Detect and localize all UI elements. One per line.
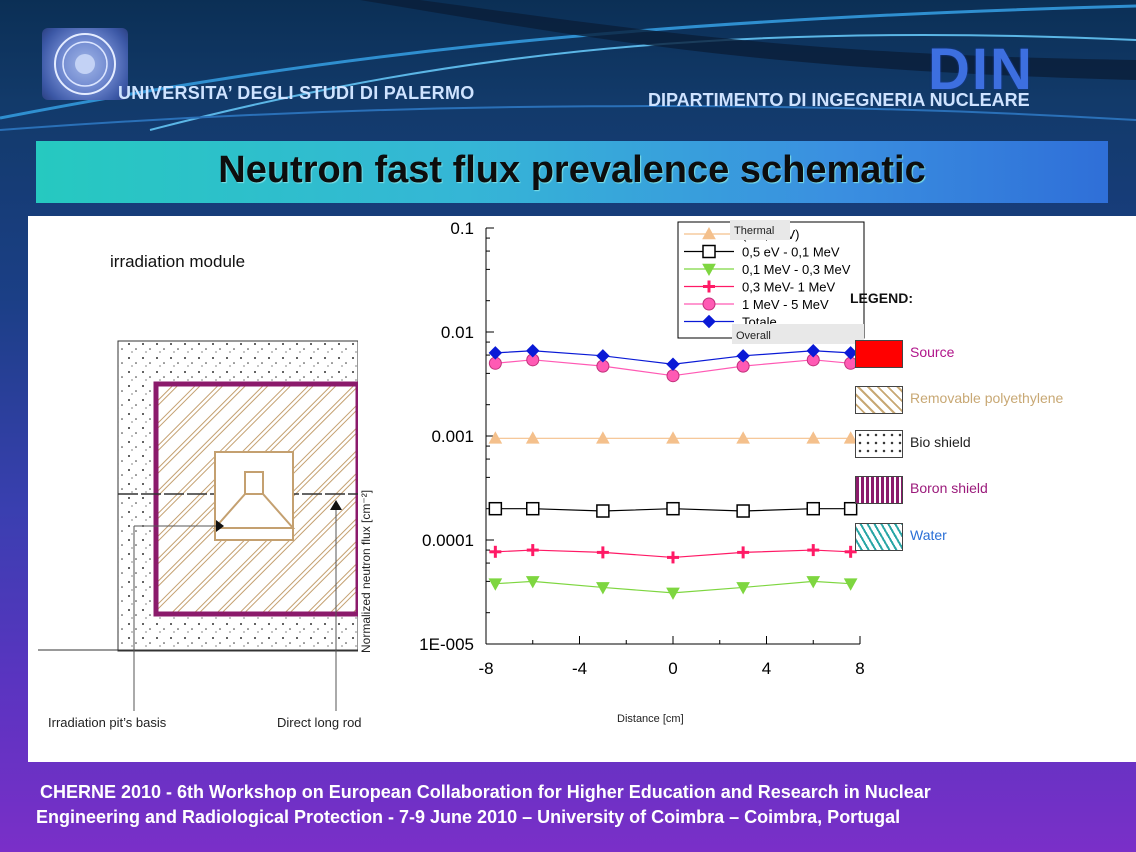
y-tick-label: 1E-005: [419, 635, 474, 654]
y-tick-label: 0.01: [441, 323, 474, 342]
data-point: [526, 501, 540, 516]
data-point: [736, 349, 750, 363]
legend-label: 0,1 MeV - 0,3 MeV: [742, 262, 851, 277]
pit-label: Irradiation pit’s basis: [48, 715, 167, 730]
data-point: [488, 431, 503, 444]
legend-marker: [702, 314, 716, 329]
module-label: irradiation module: [110, 252, 246, 271]
x-axis-label: Distance [cm]: [617, 713, 684, 725]
series-5: [488, 344, 858, 371]
data-point: [843, 578, 858, 591]
legend-marker: [702, 244, 716, 259]
y-tick-label: 0.001: [431, 427, 474, 446]
data-point: [806, 431, 821, 444]
data-point: [737, 546, 750, 559]
legend-swatch-bio-shield: [855, 430, 903, 458]
legend-label: 0,5 eV - 0,1 MeV: [742, 245, 840, 260]
slide-title: Neutron fast flux prevalence schematic: [218, 149, 926, 191]
data-point: [666, 369, 680, 383]
data-point: [489, 545, 502, 558]
overall-overlay: [732, 324, 864, 344]
series-1: [488, 501, 858, 518]
rod-label: Direct long rod: [277, 715, 362, 730]
data-point: [666, 501, 680, 516]
legend-label: 1 MeV - 5 MeV: [742, 297, 829, 312]
y-tick-label: 0.0001: [422, 531, 474, 550]
data-point: [525, 431, 540, 444]
x-tick-label: 0: [668, 659, 677, 678]
data-point: [488, 501, 503, 516]
header-swoosh: [0, 0, 1136, 131]
data-point: [526, 344, 540, 358]
content-panel: irradiation module Irradiation pit’s bas…: [28, 216, 1136, 762]
data-point: [806, 501, 820, 516]
legend-swatch-source: [855, 340, 903, 368]
data-point: [843, 501, 858, 516]
legend-swatch-boron-shield: [855, 476, 903, 504]
data-point: [736, 582, 750, 595]
data-point: [525, 576, 540, 589]
legend-label-boron-shield: Boron shield: [910, 480, 988, 496]
data-point: [666, 587, 680, 600]
din-logo: DIN: [928, 37, 1034, 102]
data-point: [806, 344, 820, 358]
data-point: [596, 431, 610, 444]
overall-label: Overall: [736, 330, 771, 342]
chart-axes: 1E-005 0.0001 0.001 0.01 0.1 -8 -4 0 4 8: [419, 219, 865, 678]
x-tick-label: 4: [762, 659, 771, 678]
legend-marker: [702, 226, 716, 240]
data-point: [843, 431, 858, 444]
data-point: [843, 346, 858, 360]
legend-label-water: Water: [910, 527, 947, 543]
legend-label-bio-shield: Bio shield: [910, 434, 971, 450]
legend-label-removable-polyethylene: Removable polyethylene: [910, 390, 1064, 406]
thermal-label: Thermal: [734, 225, 774, 237]
series-3: [489, 544, 857, 564]
data-point: [596, 546, 609, 559]
data-point: [596, 504, 610, 518]
y-tick-label: 0.1: [450, 219, 474, 238]
university-seal: [42, 28, 128, 100]
data-point: [488, 578, 503, 591]
legend-label: 0,3 MeV- 1 MeV: [742, 280, 836, 295]
material-legend-title: LEGEND:: [850, 290, 913, 306]
legend-label-source: Source: [910, 344, 955, 360]
data-point: [844, 545, 857, 558]
series-0: [488, 431, 858, 444]
chart-marks: [488, 344, 858, 600]
department-name: DIPARTIMENTO DI INGEGNERIA NUCLEARE: [648, 90, 1030, 110]
flux-chart: 1E-005 0.0001 0.001 0.01 0.1 -8 -4 0 4 8 Normaliz…: [359, 219, 865, 725]
legend-marker: [702, 263, 716, 277]
x-tick-label: -8: [478, 659, 493, 678]
data-point: [667, 551, 679, 564]
legend-marker: [703, 280, 715, 293]
irradiation-schematic: [38, 340, 358, 711]
data-point: [596, 349, 610, 363]
footer-line-2: Engineering and Radiological Protection …: [36, 807, 901, 827]
x-tick-label: -4: [572, 659, 587, 678]
legend-swatch-water: [855, 523, 903, 551]
data-point: [806, 576, 821, 589]
legend-swatch-removable-polyethylene: [855, 386, 903, 414]
legend-marker: [702, 297, 716, 311]
data-point: [666, 357, 680, 371]
x-tick-label: 8: [855, 659, 864, 678]
data-point: [807, 544, 820, 557]
data-point: [488, 346, 503, 360]
data-point: [736, 504, 750, 518]
data-point: [596, 582, 610, 595]
series-2: [488, 576, 858, 600]
footer-line-1: CHERNE 2010 - 6th Workshop on European C…: [40, 782, 931, 802]
thermal-overlay: [730, 220, 790, 240]
data-point: [666, 431, 680, 444]
title-bar: Neutron fast flux prevalence schematic: [36, 141, 1108, 203]
data-point: [736, 431, 750, 444]
university-name: UNIVERSITA’ DEGLI STUDI DI PALERMO: [118, 83, 475, 103]
data-point: [526, 544, 539, 557]
y-axis-label: Normalized neutron flux [cm⁻²]: [359, 490, 373, 653]
